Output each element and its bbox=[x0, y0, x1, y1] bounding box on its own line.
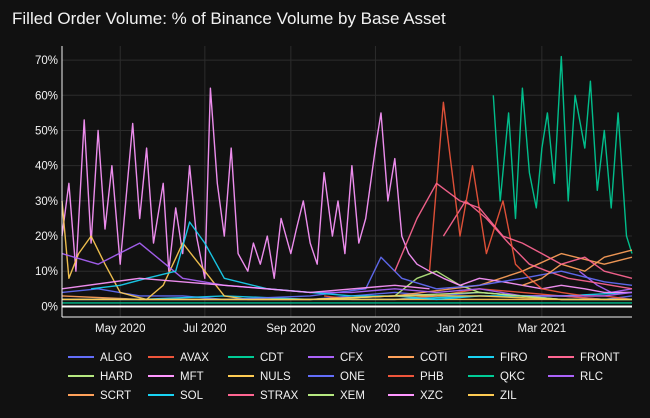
legend-label: CFX bbox=[340, 352, 363, 364]
series-line-zil bbox=[62, 295, 632, 301]
x-tick-label: May 2020 bbox=[95, 323, 146, 335]
legend-label: COTI bbox=[420, 352, 447, 364]
legend-label: AVAX bbox=[180, 352, 209, 364]
y-tick-label: 50% bbox=[35, 125, 58, 137]
series-line-front bbox=[442, 200, 633, 290]
legend-item-phb[interactable]: PHB bbox=[388, 371, 444, 383]
series-lines bbox=[61, 55, 633, 304]
legend-item-cdt[interactable]: CDT bbox=[228, 352, 284, 364]
legend-label: ALGO bbox=[100, 352, 132, 364]
series-line-rlc bbox=[61, 242, 633, 297]
y-tick-label: 40% bbox=[35, 161, 58, 173]
legend-item-avax[interactable]: AVAX bbox=[148, 352, 209, 364]
y-tick-label: 30% bbox=[35, 196, 58, 208]
legend-item-mft[interactable]: MFT bbox=[148, 371, 204, 383]
legend-item-firo[interactable]: FIRO bbox=[468, 352, 528, 364]
legend-label: QKC bbox=[500, 371, 525, 383]
gridlines bbox=[62, 46, 632, 317]
legend-label: SCRT bbox=[100, 390, 131, 402]
series-line-strax bbox=[394, 182, 633, 279]
legend-item-strax[interactable]: STRAX bbox=[228, 390, 299, 402]
legend-label: FIRO bbox=[500, 352, 528, 364]
legend-label: XEM bbox=[340, 390, 365, 402]
legend-item-coti[interactable]: COTI bbox=[388, 352, 447, 364]
legend-label: SOL bbox=[180, 390, 204, 402]
legend-label: ONE bbox=[340, 371, 365, 383]
legend-item-one[interactable]: ONE bbox=[308, 371, 365, 383]
legend-label: PHB bbox=[420, 371, 444, 383]
legend-label: CDT bbox=[260, 352, 284, 364]
y-tick-label: 70% bbox=[35, 55, 58, 67]
legend-item-front[interactable]: FRONT bbox=[548, 352, 620, 364]
legend-label: RLC bbox=[580, 371, 603, 383]
chart-title: Filled Order Volume: % of Binance Volume… bbox=[12, 9, 446, 28]
legend: ALGO AVAX CDT CFX COTI FIRO FRONT HARD MFT NULS ON… bbox=[68, 352, 620, 402]
legend-item-scrt[interactable]: SCRT bbox=[68, 390, 131, 402]
y-tick-label: 10% bbox=[35, 266, 58, 278]
legend-label: ZIL bbox=[500, 390, 517, 402]
legend-item-hard[interactable]: HARD bbox=[68, 371, 133, 383]
x-tick-label: Jan 2021 bbox=[436, 323, 483, 335]
legend-item-sol[interactable]: SOL bbox=[148, 390, 204, 402]
legend-item-algo[interactable]: ALGO bbox=[68, 352, 132, 364]
legend-label: MFT bbox=[180, 371, 204, 383]
series-line-mft bbox=[61, 87, 632, 294]
x-tick-label: Mar 2021 bbox=[518, 323, 567, 335]
legend-item-xem[interactable]: XEM bbox=[308, 390, 365, 402]
y-tick-label: 60% bbox=[35, 90, 58, 102]
y-tick-label: 20% bbox=[35, 231, 58, 243]
x-tick-label: Nov 2020 bbox=[351, 323, 400, 335]
series-line-scrt bbox=[522, 249, 633, 286]
legend-item-xzc[interactable]: XZC bbox=[388, 390, 443, 402]
legend-item-zil[interactable]: ZIL bbox=[468, 390, 517, 402]
legend-item-rlc[interactable]: RLC bbox=[548, 371, 603, 383]
legend-item-nuls[interactable]: NULS bbox=[228, 371, 291, 383]
legend-item-qkc[interactable]: QKC bbox=[468, 371, 525, 383]
legend-item-cfx[interactable]: CFX bbox=[308, 352, 363, 364]
axes: 0% 10% 20% 30% 40% 50% 60% 70% May 2020 Jul 2020 S… bbox=[35, 46, 632, 335]
series-line-qkc bbox=[492, 55, 633, 254]
x-tick-label: Jul 2020 bbox=[183, 323, 226, 335]
legend-label: HARD bbox=[100, 371, 133, 383]
legend-label: STRAX bbox=[260, 390, 299, 402]
x-tick-label: Sep 2020 bbox=[266, 323, 315, 335]
legend-label: XZC bbox=[420, 390, 443, 402]
legend-label: FRONT bbox=[580, 352, 620, 364]
y-tick-label: 0% bbox=[41, 301, 58, 313]
legend-label: NULS bbox=[260, 371, 291, 383]
series-line-xzc bbox=[61, 277, 430, 294]
